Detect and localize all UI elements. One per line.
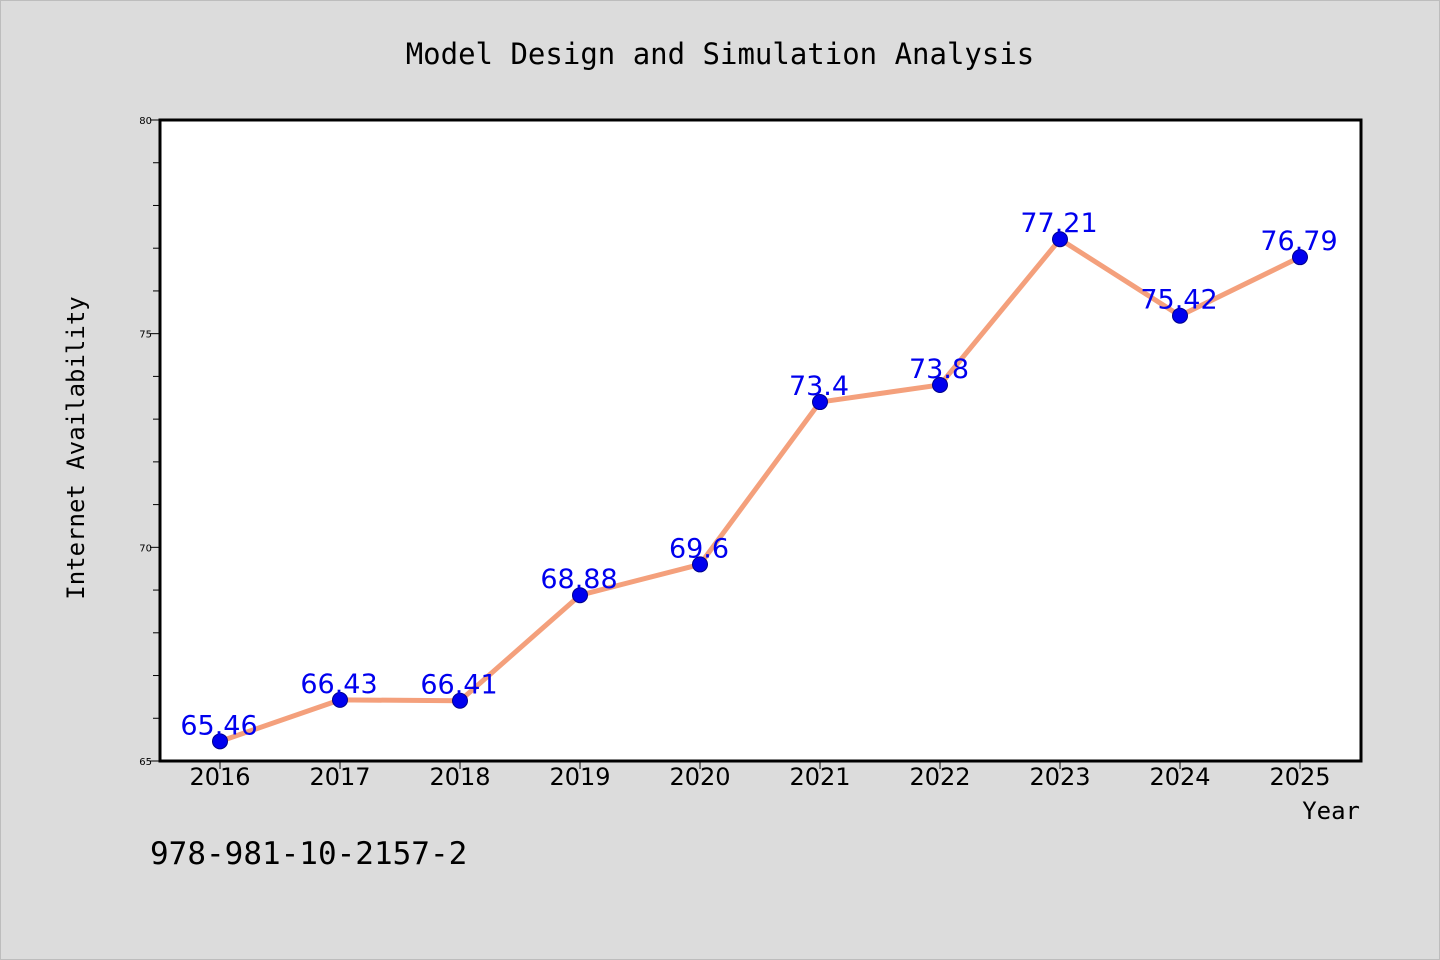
y-tick-label: 80: [139, 116, 152, 127]
data-label: 66.43: [300, 669, 377, 700]
series-line: [217, 236, 1303, 744]
data-label: 73.4: [789, 371, 849, 402]
data-point: [932, 376, 948, 393]
x-tick-label: 2022: [909, 763, 970, 791]
data-point: [332, 691, 348, 708]
data-point: [452, 692, 468, 709]
y-tick-label: 65: [139, 757, 152, 768]
x-tick-label: 2021: [789, 763, 850, 791]
data-point: [692, 556, 708, 573]
isbn-text: 978-981-10-2157-2: [150, 836, 467, 872]
x-tick-label: 2019: [549, 763, 610, 791]
x-axis-label: Year: [1302, 797, 1360, 825]
chart-title: Model Design and Simulation Analysis: [406, 37, 1035, 71]
x-tick-label: 2024: [1149, 763, 1210, 791]
data-point: [572, 587, 588, 604]
data-label: 68.88: [540, 564, 617, 595]
y-tick-label: 70: [139, 543, 152, 554]
data-label: 77.21: [1020, 208, 1097, 239]
data-point: [1052, 231, 1068, 248]
x-tick-label: 2017: [309, 763, 370, 791]
data-label: 75.42: [1140, 285, 1217, 316]
series-group: 65.46 66.43 66.41 68.88 69.6 73.4 73.8 77.21 75.…: [180, 208, 1338, 750]
x-tick-label: 2023: [1029, 763, 1090, 791]
x-axis-ticks: 2016 2017 2018 2019 2020 2021 2022 2023 2024 2025: [189, 761, 1331, 791]
data-point: [1292, 249, 1308, 266]
data-point: [1172, 307, 1188, 324]
data-label: 76.79: [1260, 226, 1337, 257]
data-point: [212, 733, 228, 750]
x-tick-label: 2025: [1269, 763, 1330, 791]
plot-area: [158, 118, 1363, 763]
data-label: 65.46: [180, 710, 257, 741]
y-axis-ticks: 65 70 75 80: [139, 116, 160, 768]
data-label: 66.41: [420, 670, 497, 701]
x-tick-label: 2020: [669, 763, 730, 791]
y-axis-label: Internet Availability: [62, 296, 90, 599]
data-label: 69.6: [669, 533, 729, 564]
data-point: [812, 394, 828, 411]
y-tick-label: 75: [139, 330, 152, 341]
x-tick-label: 2016: [189, 763, 250, 791]
x-tick-label: 2018: [429, 763, 490, 791]
data-label: 73.8: [909, 354, 969, 385]
